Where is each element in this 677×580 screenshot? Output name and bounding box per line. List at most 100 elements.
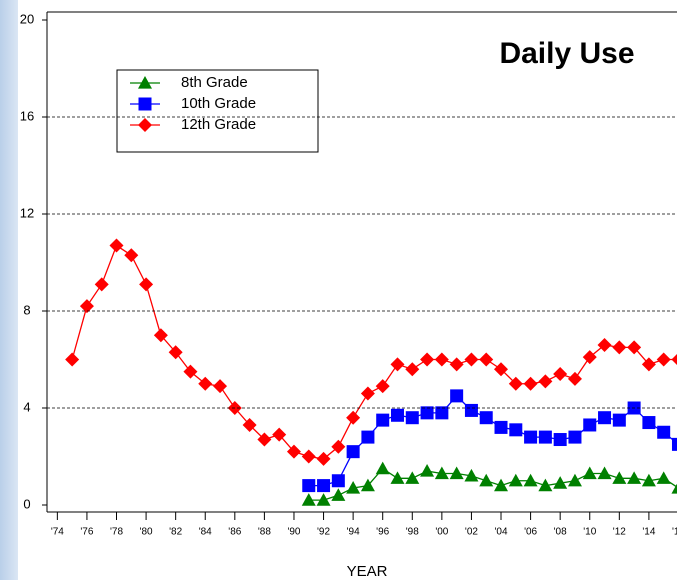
marker bbox=[567, 473, 582, 487]
x-tick-label: '78 bbox=[110, 527, 123, 538]
x-tick-label: '94 bbox=[347, 527, 360, 538]
marker bbox=[346, 445, 360, 459]
marker bbox=[464, 468, 479, 482]
x-tick-label: '82 bbox=[169, 527, 182, 538]
x-tick-label: '14 bbox=[642, 527, 655, 538]
marker bbox=[242, 417, 257, 432]
marker bbox=[479, 352, 494, 367]
marker bbox=[627, 340, 642, 355]
x-tick-label: '76 bbox=[80, 527, 93, 538]
marker bbox=[656, 352, 671, 367]
marker bbox=[331, 439, 346, 454]
marker bbox=[553, 367, 568, 382]
marker bbox=[272, 427, 287, 442]
marker bbox=[124, 248, 139, 263]
marker bbox=[641, 473, 656, 487]
chart-title: Daily Use bbox=[499, 37, 634, 70]
marker bbox=[434, 352, 449, 367]
marker bbox=[331, 488, 346, 501]
x-tick-label: '08 bbox=[554, 527, 567, 538]
y-tick-label: 8 bbox=[23, 302, 30, 317]
x-tick-label: '86 bbox=[228, 527, 241, 538]
marker bbox=[479, 411, 493, 425]
marker bbox=[671, 483, 677, 494]
marker bbox=[671, 353, 677, 366]
legend: 8th Grade 10th Grade 12th Grade bbox=[116, 69, 319, 153]
y-tick-label: 0 bbox=[23, 496, 30, 511]
marker bbox=[450, 389, 464, 403]
marker bbox=[317, 479, 331, 493]
marker bbox=[198, 376, 213, 391]
x-tick-label: '92 bbox=[317, 527, 330, 538]
marker bbox=[257, 432, 272, 447]
marker bbox=[449, 466, 464, 480]
legend-marker bbox=[138, 118, 152, 132]
marker bbox=[213, 379, 228, 394]
marker bbox=[361, 430, 375, 444]
marker bbox=[390, 357, 405, 372]
marker bbox=[420, 406, 434, 420]
marker bbox=[390, 408, 404, 422]
marker bbox=[183, 364, 198, 379]
marker bbox=[612, 413, 626, 427]
y-tick-label: 16 bbox=[20, 108, 34, 123]
marker bbox=[375, 461, 390, 475]
marker bbox=[553, 433, 567, 447]
x-axis-label: YEAR bbox=[347, 563, 388, 580]
marker bbox=[657, 425, 671, 439]
marker bbox=[286, 444, 301, 459]
marker bbox=[479, 473, 494, 487]
x-tick-label: '02 bbox=[465, 527, 478, 538]
marker bbox=[375, 379, 390, 394]
x-tick-label: '16 bbox=[672, 527, 677, 538]
x-tick-label: '12 bbox=[613, 527, 626, 538]
marker bbox=[671, 437, 677, 451]
marker bbox=[553, 476, 568, 489]
marker bbox=[656, 471, 671, 484]
marker bbox=[302, 479, 316, 493]
legend-marker bbox=[138, 97, 152, 111]
x-tick-label: '00 bbox=[435, 527, 448, 538]
legend-label: 8th Grade bbox=[181, 74, 248, 91]
plot-area bbox=[65, 238, 677, 506]
marker bbox=[139, 277, 154, 292]
marker bbox=[567, 371, 582, 386]
marker bbox=[642, 416, 656, 430]
legend-box bbox=[116, 69, 319, 153]
marker bbox=[346, 481, 361, 494]
marker bbox=[523, 473, 538, 487]
marker bbox=[627, 471, 642, 484]
marker bbox=[360, 478, 375, 492]
legend-label: 10th Grade bbox=[181, 95, 256, 112]
marker bbox=[420, 352, 435, 367]
marker bbox=[346, 410, 361, 425]
marker bbox=[538, 478, 553, 492]
marker bbox=[434, 466, 449, 480]
marker bbox=[420, 464, 435, 477]
marker bbox=[65, 352, 80, 367]
side-strip bbox=[0, 0, 18, 580]
marker bbox=[524, 430, 538, 444]
marker bbox=[301, 493, 316, 506]
x-tick-label: '06 bbox=[524, 527, 537, 538]
marker bbox=[405, 411, 419, 425]
marker bbox=[464, 352, 479, 367]
marker bbox=[509, 423, 523, 437]
marker bbox=[582, 466, 597, 480]
marker bbox=[79, 299, 94, 314]
y-tick-label: 20 bbox=[20, 11, 34, 26]
marker bbox=[360, 386, 375, 401]
marker bbox=[435, 406, 449, 420]
y-tick-label: 12 bbox=[20, 205, 34, 220]
marker bbox=[597, 337, 612, 352]
x-tick-label: '74 bbox=[51, 527, 64, 538]
marker bbox=[405, 362, 420, 377]
marker bbox=[538, 374, 553, 389]
marker bbox=[449, 357, 464, 372]
x-tick-label: '04 bbox=[494, 527, 507, 538]
x-tick-label: '80 bbox=[140, 527, 153, 538]
marker bbox=[494, 478, 509, 492]
marker bbox=[598, 411, 612, 425]
x-tick-label: '88 bbox=[258, 527, 271, 538]
